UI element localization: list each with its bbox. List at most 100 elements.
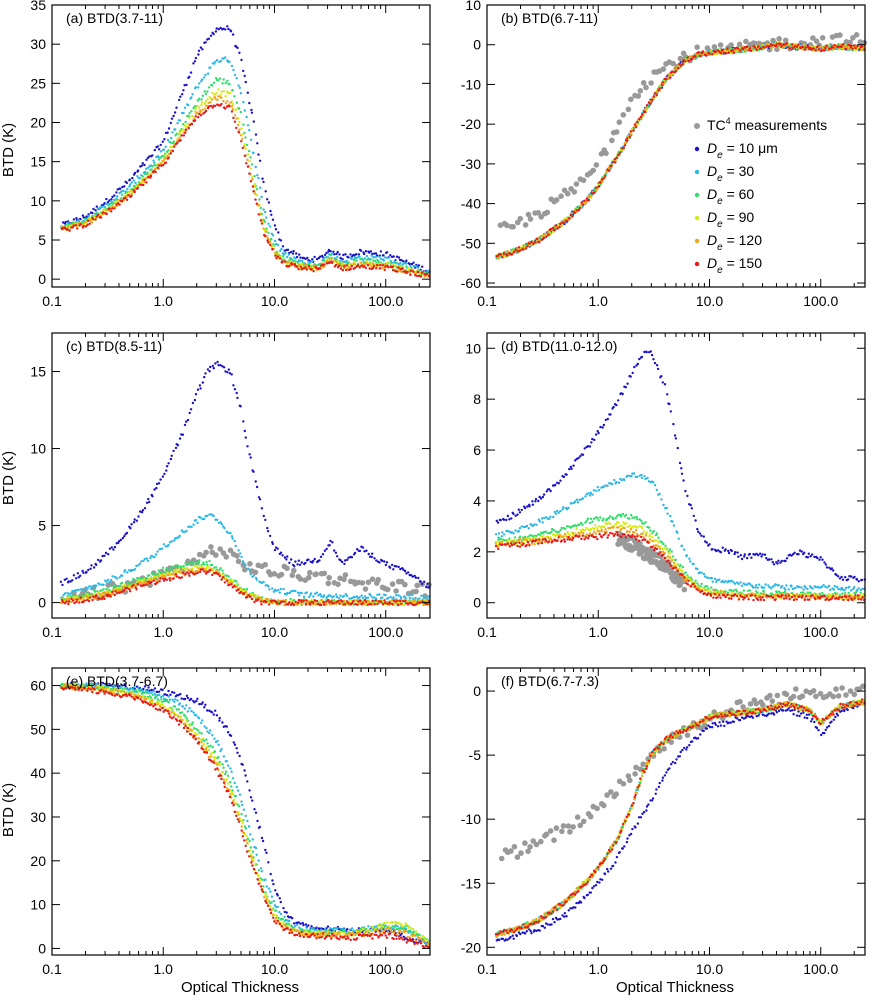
data-point [213,552,219,558]
data-point [125,531,129,535]
data-point [218,574,221,578]
data-point [250,108,253,112]
data-point [748,552,752,556]
data-point [286,555,289,558]
data-point [254,198,257,201]
data-point [203,549,209,556]
data-point [347,256,350,259]
data-point [75,577,78,580]
data-point [169,567,172,571]
data-point [162,543,166,546]
data-point [178,119,182,122]
data-point [797,553,800,556]
data-point [201,48,204,51]
data-point [243,74,246,78]
data-point [145,501,149,504]
data-point [335,260,338,264]
data-point [400,258,403,262]
data-point [215,59,219,62]
data-point [188,525,191,528]
data-point [807,45,810,49]
data-point [204,372,207,375]
data-point [156,145,160,148]
data-point [105,197,108,201]
data-point [242,100,245,104]
data-point [248,129,251,132]
data-point [175,568,178,571]
data-point [392,568,395,571]
data-point [238,120,241,124]
data-point [206,368,210,371]
data-point [322,263,326,266]
data-point [155,486,158,490]
data-point [170,136,173,140]
data-point [845,47,848,51]
data-point [518,249,522,252]
data-point [624,386,627,389]
data-point [228,105,231,108]
data-point [402,581,408,588]
data-point [107,553,110,556]
data-point [365,600,368,603]
data-point [224,81,227,85]
data-point [59,580,63,583]
data-point [164,145,167,148]
data-point [732,51,736,54]
data-point [780,45,783,48]
data-point [262,580,265,584]
data-point [621,392,624,396]
data-point [313,599,317,602]
x-tick-label: 1.0 [154,293,174,309]
data-point [306,256,309,260]
data-point [686,56,689,59]
data-point [101,211,105,214]
x-tick-label: 1.0 [154,624,174,640]
data-point [625,106,632,113]
data-point [179,95,182,98]
data-point [362,586,369,592]
data-point [819,35,826,41]
data-point [249,456,252,459]
data-point [199,387,202,390]
data-point [172,449,175,453]
data-point [310,592,313,595]
data-point [793,551,796,554]
data-point [221,576,225,579]
data-point [325,547,328,551]
data-point [652,358,655,361]
data-point [629,130,632,133]
data-point [103,597,106,601]
data-point [339,262,342,265]
data-point [320,595,323,598]
data-point [227,531,230,534]
data-point [131,580,134,583]
data-point [734,551,737,554]
data-point [262,180,265,184]
data-point [854,49,857,52]
data-point [161,566,165,569]
data-point [259,186,262,189]
data-point [279,587,282,591]
data-point [263,220,267,223]
data-point [71,579,74,582]
data-point [136,583,140,586]
data-point [763,553,767,556]
data-point [171,131,174,134]
data-point [67,597,71,601]
data-point [674,437,678,440]
series-de-10-m [495,350,866,583]
data-point [643,84,649,91]
data-point [88,600,91,603]
data-point [68,229,71,232]
data-point [281,245,285,248]
data-point [112,548,115,551]
data-point [113,545,117,549]
data-point [557,482,561,485]
data-point [87,214,91,218]
data-point [246,153,250,156]
data-point [339,259,342,262]
data-point [554,483,557,487]
data-point [199,110,202,114]
data-point [652,95,655,98]
data-point [130,523,133,526]
